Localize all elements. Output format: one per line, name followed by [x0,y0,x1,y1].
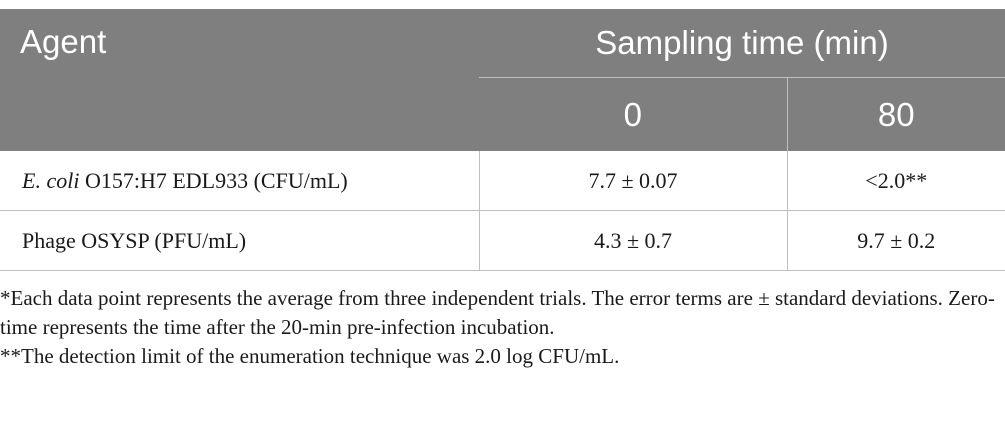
agent-text: O157:H7 EDL933 (CFU/mL) [79,167,348,193]
value-0-cell: 4.3 ± 0.7 [478,210,787,271]
value-0-cell: 7.7 ± 0.07 [478,151,787,211]
footnote-2: **The detection limit of the enumeration… [0,344,620,368]
time-0-header: 0 [479,77,787,151]
footnote-1: *Each data point represents the average … [0,286,995,339]
results-table: Agent Sampling time (min) 0 80 E. coli O… [0,9,1005,271]
table-footnotes: *Each data point represents the average … [0,284,1000,371]
agent-text: Phage OSYSP (PFU/mL) [22,227,247,253]
value-80-cell: 9.7 ± 0.2 [786,210,1005,271]
sampling-time-header: Sampling time (min) [479,9,1005,78]
table-row: E. coli O157:H7 EDL933 (CFU/mL) 7.7 ± 0.… [0,151,1005,211]
time-80-header: 80 [786,77,1005,151]
table-header: Agent Sampling time (min) 0 80 [0,9,1005,151]
table-row: Phage OSYSP (PFU/mL) 4.3 ± 0.7 9.7 ± 0.2 [0,210,1005,271]
value-80-cell: <2.0** [786,151,1005,211]
agent-cell: E. coli O157:H7 EDL933 (CFU/mL) [0,151,479,211]
agent-column-header: Agent [0,9,479,151]
agent-italic-text: E. coli [22,167,80,193]
agent-cell: Phage OSYSP (PFU/mL) [0,210,479,271]
